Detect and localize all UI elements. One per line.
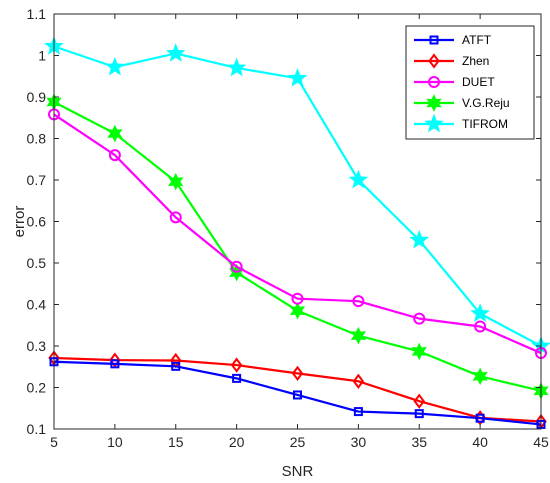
data-point	[232, 373, 242, 383]
data-point	[413, 393, 425, 409]
data-point	[291, 365, 304, 382]
series-line	[53, 356, 542, 423]
legend: ATFT Zhen DUET V.G.Reju TIFROM	[405, 25, 535, 140]
series-zhen	[48, 350, 547, 430]
y-tick-label: 0.3	[27, 338, 47, 354]
y-axis-label: error	[11, 206, 28, 238]
data-point	[472, 367, 488, 386]
x-tick-label: 10	[107, 434, 123, 450]
y-tick-label: 1.1	[27, 6, 47, 22]
legend-item: Zhen	[414, 53, 489, 69]
series-v-g-reju	[46, 93, 549, 400]
data-point	[475, 413, 485, 423]
legend-label: ATFT	[462, 33, 492, 47]
series-layer	[44, 36, 550, 430]
legend-marker	[428, 53, 440, 69]
data-point	[352, 373, 365, 389]
legend-marker	[428, 76, 440, 88]
data-point	[348, 169, 369, 189]
legend-label: TIFROM	[462, 117, 508, 131]
x-tick-label: 40	[472, 434, 488, 450]
y-tick-label: 0.5	[27, 255, 47, 271]
x-tick-label: 5	[50, 434, 58, 450]
axes-layer	[53, 13, 542, 430]
data-point	[168, 172, 184, 191]
data-point	[230, 357, 243, 373]
data-point	[287, 68, 308, 87]
data-point	[171, 361, 181, 371]
x-tick-label: 30	[351, 434, 367, 450]
x-tick-label: 45	[533, 434, 549, 450]
data-point	[409, 229, 430, 249]
data-point	[470, 303, 490, 322]
legend-item: V.G.Reju	[414, 94, 510, 112]
series-duet	[48, 108, 547, 360]
data-point	[293, 390, 302, 400]
x-axis-label: SNR	[282, 463, 314, 480]
data-point	[413, 312, 426, 325]
legend-label: DUET	[462, 75, 495, 89]
data-point	[353, 407, 363, 417]
y-tick-label: 0.7	[27, 172, 47, 188]
data-point	[226, 57, 247, 77]
y-tick-label: 0.2	[27, 380, 47, 396]
legend-item: ATFT	[414, 33, 492, 47]
tick-labels: 5 10 15 20 25 30 35 40 45 0.1 0.2 0.3 0.4 0.5 0.6 0.7 0.…	[27, 6, 549, 450]
series-tifrom	[44, 36, 550, 355]
data-point	[169, 211, 182, 224]
legend-label: V.G.Reju	[462, 96, 510, 110]
data-point	[107, 124, 123, 143]
data-point	[414, 409, 424, 419]
x-tick-label: 25	[290, 434, 306, 450]
y-tick-label: 0.4	[27, 297, 47, 313]
data-point	[105, 56, 125, 76]
x-tick-label: 20	[229, 434, 245, 450]
data-point	[352, 295, 365, 308]
legend-marker	[426, 94, 442, 112]
legend-item: TIFROM	[414, 113, 508, 133]
legend-label: Zhen	[462, 54, 489, 68]
series-line	[53, 113, 542, 355]
data-point	[110, 359, 120, 369]
y-tick-label: 1	[38, 48, 46, 64]
series-line	[53, 360, 542, 426]
legend-item: DUET	[414, 75, 495, 89]
data-point	[350, 326, 367, 345]
data-point	[289, 301, 306, 320]
data-point	[108, 149, 121, 162]
y-tick-label: 0.1	[27, 421, 47, 437]
data-point	[411, 342, 427, 361]
x-tick-label: 15	[168, 434, 184, 450]
y-tick-label: 0.8	[27, 131, 47, 147]
x-tick-label: 35	[411, 434, 427, 450]
legend-marker	[429, 35, 439, 45]
legend-marker	[424, 113, 444, 133]
data-point	[165, 43, 186, 62]
data-point	[474, 320, 487, 333]
data-point	[291, 292, 304, 305]
data-point	[230, 260, 243, 273]
y-tick-label: 0.9	[27, 89, 47, 105]
data-point	[109, 352, 121, 368]
y-tick-label: 0.6	[27, 214, 47, 230]
